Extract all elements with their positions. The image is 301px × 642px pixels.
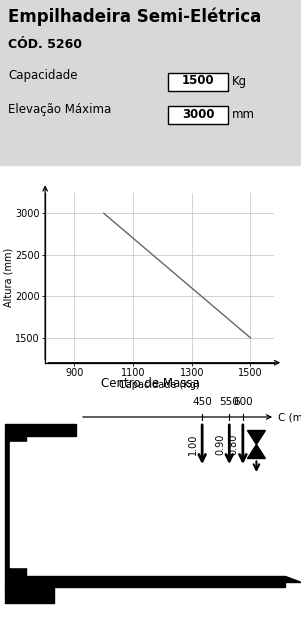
Text: C (mm): C (mm) xyxy=(278,412,301,422)
Bar xyxy=(10,442,28,567)
Text: 1500: 1500 xyxy=(182,74,214,87)
Text: 1.00: 1.00 xyxy=(188,434,198,455)
Text: Kg: Kg xyxy=(232,74,247,87)
Bar xyxy=(5,424,26,587)
Text: mm: mm xyxy=(232,107,255,121)
Polygon shape xyxy=(247,431,265,444)
Bar xyxy=(26,576,285,587)
Bar xyxy=(168,73,228,91)
Text: CÓD. 5260: CÓD. 5260 xyxy=(8,38,82,51)
Text: 450: 450 xyxy=(192,397,212,407)
Text: Empilhadeira Semi-Elétrica: Empilhadeira Semi-Elétrica xyxy=(8,8,261,26)
Y-axis label: Altura (mm): Altura (mm) xyxy=(3,248,14,308)
Text: 0.90: 0.90 xyxy=(215,434,225,455)
Text: Elevação Máxima: Elevação Máxima xyxy=(8,103,111,116)
Text: 0.80: 0.80 xyxy=(229,434,239,455)
Text: Capacidade: Capacidade xyxy=(8,69,77,83)
Bar xyxy=(5,587,54,603)
Text: Centro de Massa: Centro de Massa xyxy=(101,377,200,390)
Text: 550: 550 xyxy=(219,397,239,407)
Polygon shape xyxy=(247,444,265,458)
Text: 3000: 3000 xyxy=(182,107,214,121)
Polygon shape xyxy=(285,576,301,582)
Bar xyxy=(168,106,228,124)
Text: 600: 600 xyxy=(233,397,253,407)
X-axis label: Capacidade (Kg): Capacidade (Kg) xyxy=(119,379,200,390)
Bar xyxy=(0,0,301,165)
Bar xyxy=(26,424,76,436)
